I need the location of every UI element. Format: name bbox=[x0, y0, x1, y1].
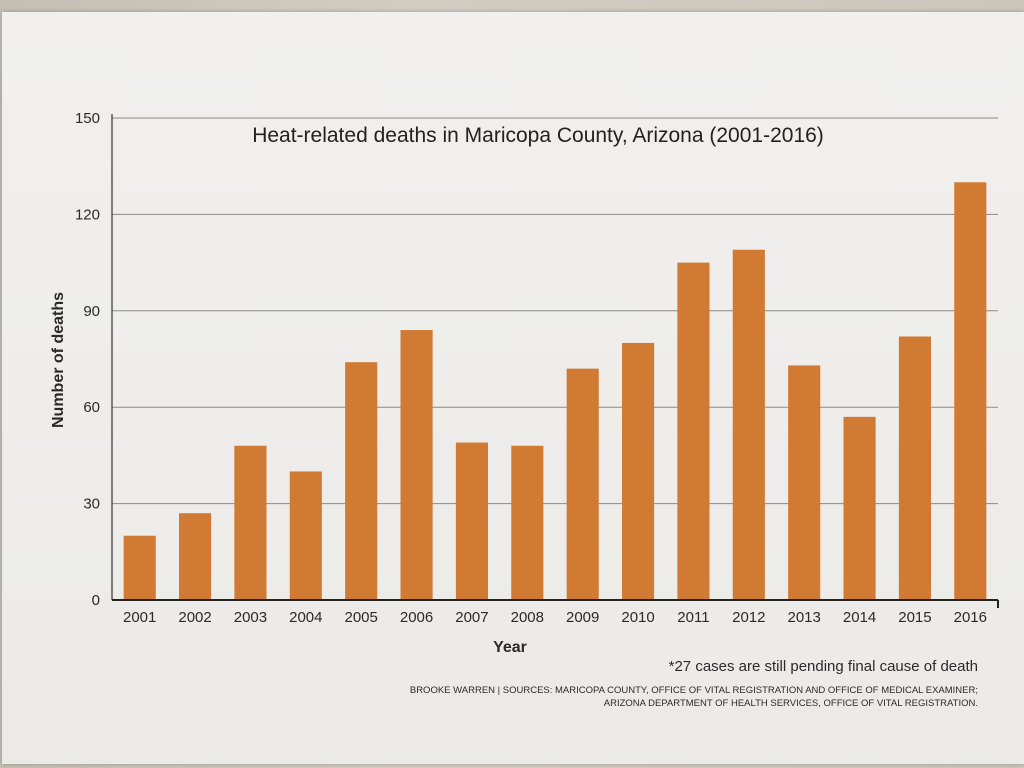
source-line-1: BROOKE WARREN | SOURCES: MARICOPA COUNTY… bbox=[409, 685, 978, 696]
x-tick-label: 2008 bbox=[511, 609, 544, 626]
bar-2015 bbox=[898, 336, 931, 600]
y-tick-label: 120 bbox=[75, 206, 100, 223]
bar-2007 bbox=[455, 442, 488, 600]
bar-2001 bbox=[123, 535, 156, 600]
x-tick-label: 2005 bbox=[345, 609, 378, 626]
axes bbox=[111, 114, 999, 608]
y-tick-labels: 0 30 60 90 120 150 bbox=[75, 110, 100, 609]
bar-2003 bbox=[234, 445, 267, 600]
bar-2004 bbox=[289, 471, 322, 600]
x-tick-label: 2010 bbox=[621, 609, 654, 626]
source-credit: BROOKE WARREN | SOURCES: MARICOPA COUNTY… bbox=[358, 684, 978, 710]
bar-2016 bbox=[954, 182, 987, 600]
x-tick-label: 2013 bbox=[788, 609, 821, 626]
bar-2014 bbox=[843, 416, 876, 600]
y-tick-label: 150 bbox=[75, 110, 100, 127]
y-tick-label: 30 bbox=[83, 496, 100, 513]
bar-2008 bbox=[511, 445, 544, 600]
y-tick-label: 60 bbox=[83, 399, 100, 416]
poster-board bbox=[2, 12, 1024, 764]
y-axis-title: Number of deaths bbox=[50, 292, 67, 428]
bars bbox=[123, 182, 987, 600]
bar-2002 bbox=[179, 513, 212, 600]
x-tick-label: 2009 bbox=[566, 609, 599, 626]
x-tick-labels: 2001 2002 2003 2004 2005 2006 2007 2008 2009 2010… bbox=[123, 609, 987, 626]
bar-2011 bbox=[677, 262, 710, 600]
x-tick-label: 2001 bbox=[123, 609, 156, 626]
x-tick-label: 2011 bbox=[677, 609, 709, 626]
bar-2010 bbox=[622, 342, 655, 600]
x-tick-label: 2012 bbox=[732, 609, 765, 626]
y-tick-label: 90 bbox=[83, 303, 100, 320]
x-tick-label: 2002 bbox=[178, 609, 211, 626]
bar-2013 bbox=[788, 365, 821, 600]
bar-2005 bbox=[345, 362, 378, 600]
source-line-2: ARIZONA DEPARTMENT OF HEALTH SERVICES, O… bbox=[603, 698, 978, 709]
bar-2012 bbox=[732, 249, 765, 600]
x-tick-label: 2007 bbox=[455, 609, 488, 626]
x-tick-label: 2004 bbox=[289, 609, 322, 626]
x-tick-label: 2003 bbox=[234, 609, 267, 626]
y-tick-label: 0 bbox=[92, 592, 100, 609]
x-tick-label: 2006 bbox=[400, 609, 433, 626]
chart-title: Heat-related deaths in Maricopa County, … bbox=[252, 124, 824, 147]
x-axis-title: Year bbox=[493, 639, 527, 656]
bar-2006 bbox=[400, 330, 433, 600]
footnote: *27 cases are still pending final cause … bbox=[668, 658, 978, 675]
x-tick-label: 2016 bbox=[954, 609, 987, 626]
bar-2009 bbox=[566, 368, 599, 600]
x-tick-label: 2014 bbox=[843, 609, 876, 626]
x-tick-label: 2015 bbox=[898, 609, 931, 626]
